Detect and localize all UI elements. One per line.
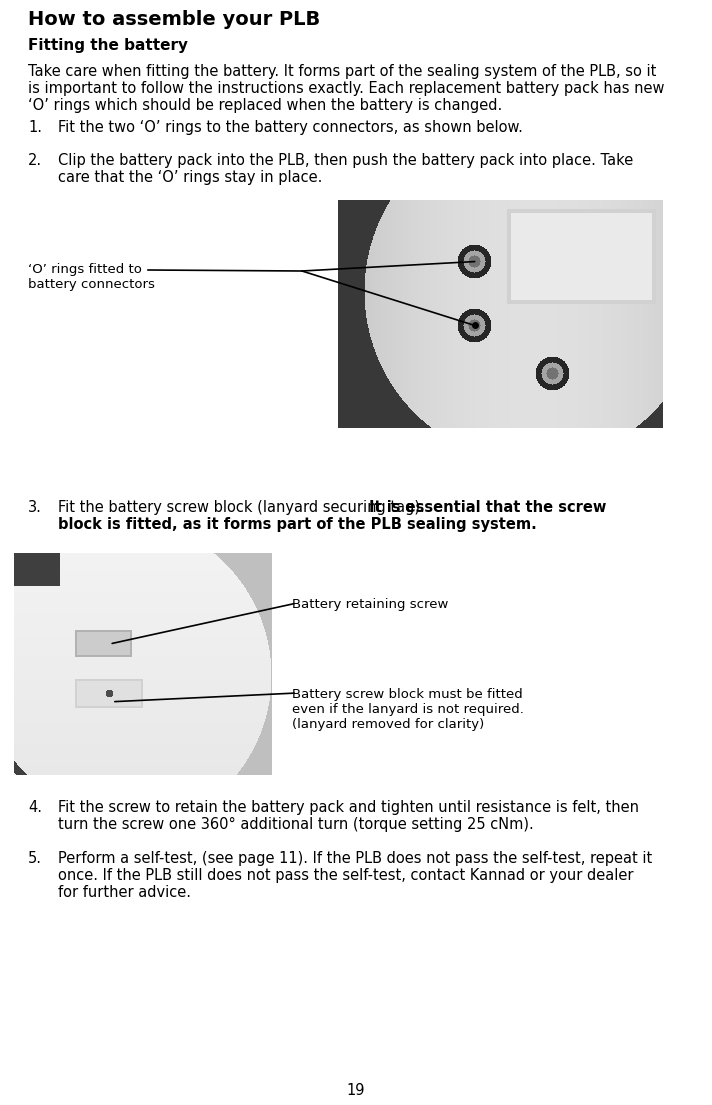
- Text: It is essential that the screw: It is essential that the screw: [369, 499, 607, 515]
- Text: care that the ‘O’ rings stay in place.: care that the ‘O’ rings stay in place.: [58, 170, 323, 185]
- Text: even if the lanyard is not required.: even if the lanyard is not required.: [292, 703, 524, 716]
- Text: battery connectors: battery connectors: [28, 278, 155, 291]
- Text: Battery screw block must be fitted: Battery screw block must be fitted: [292, 688, 523, 701]
- Text: How to assemble your PLB: How to assemble your PLB: [28, 10, 320, 29]
- Text: block is fitted, as it forms part of the PLB sealing system.: block is fitted, as it forms part of the…: [58, 517, 537, 532]
- Text: 5.: 5.: [28, 851, 42, 866]
- Text: Perform a self-test, (see page 11). If the PLB does not pass the self-test, repe: Perform a self-test, (see page 11). If t…: [58, 851, 652, 866]
- Text: Clip the battery pack into the PLB, then push the battery pack into place. Take: Clip the battery pack into the PLB, then…: [58, 152, 633, 168]
- Text: once. If the PLB still does not pass the self-test, contact Kannad or your deale: once. If the PLB still does not pass the…: [58, 869, 634, 883]
- Text: 3.: 3.: [28, 499, 42, 515]
- Text: ‘O’ rings fitted to: ‘O’ rings fitted to: [28, 263, 142, 276]
- Text: 19: 19: [347, 1083, 365, 1098]
- Text: 2.: 2.: [28, 152, 42, 168]
- Text: Fit the two ‘O’ rings to the battery connectors, as shown below.: Fit the two ‘O’ rings to the battery con…: [58, 120, 523, 135]
- Text: 1.: 1.: [28, 120, 42, 135]
- Text: is important to follow the instructions exactly. Each replacement battery pack h: is important to follow the instructions …: [28, 81, 664, 96]
- Text: ‘O’ rings which should be replaced when the battery is changed.: ‘O’ rings which should be replaced when …: [28, 98, 502, 113]
- Text: Fit the battery screw block (lanyard securing tag).: Fit the battery screw block (lanyard sec…: [58, 499, 429, 515]
- Text: Fitting the battery: Fitting the battery: [28, 38, 188, 53]
- Text: for further advice.: for further advice.: [58, 885, 191, 899]
- Text: (lanyard removed for clarity): (lanyard removed for clarity): [292, 718, 484, 732]
- Text: Battery retaining screw: Battery retaining screw: [292, 598, 449, 611]
- Text: turn the screw one 360° additional turn (torque setting 25 cNm).: turn the screw one 360° additional turn …: [58, 817, 534, 832]
- Text: Take care when fitting the battery. It forms part of the sealing system of the P: Take care when fitting the battery. It f…: [28, 64, 656, 78]
- Text: 4.: 4.: [28, 800, 42, 815]
- Text: Fit the screw to retain the battery pack and tighten until resistance is felt, t: Fit the screw to retain the battery pack…: [58, 800, 639, 815]
